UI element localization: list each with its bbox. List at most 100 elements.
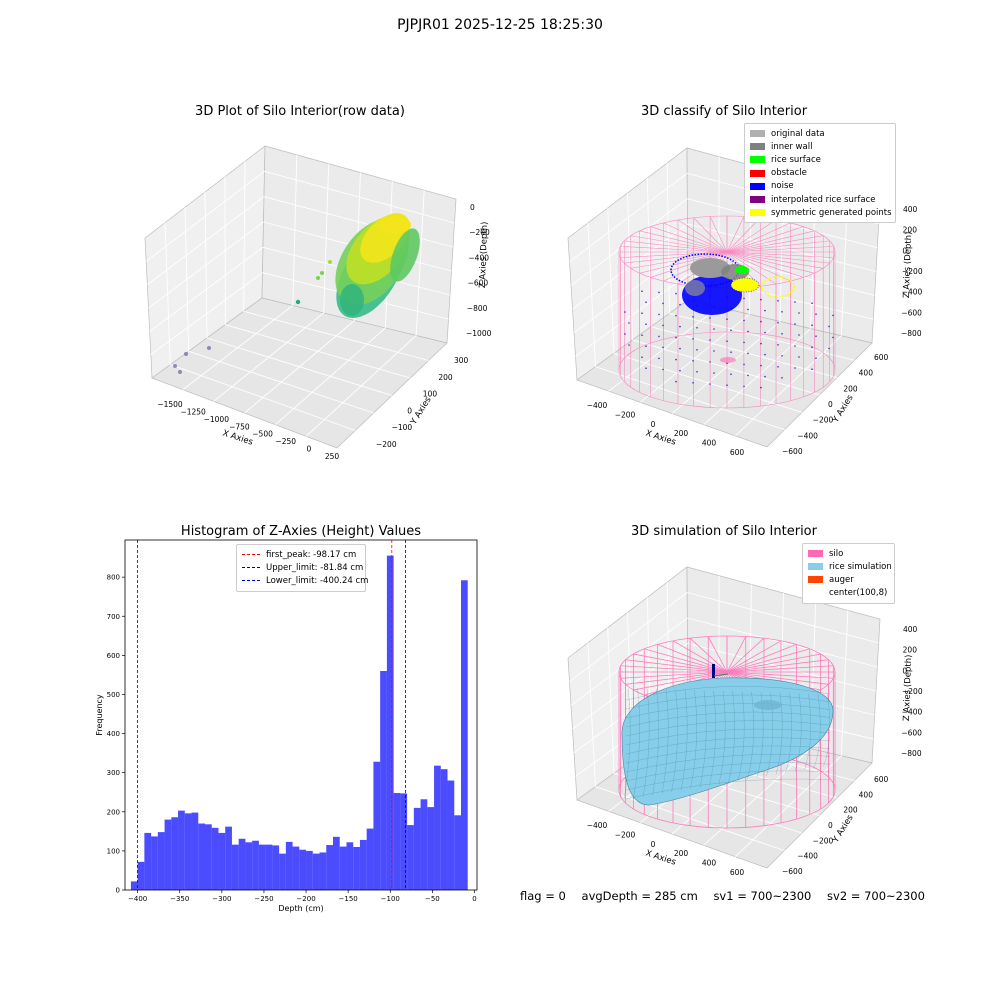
legend-label: rice simulation [829,561,892,572]
legend-item: auger [808,573,889,586]
histogram-x-tick-label: −400 [128,895,147,903]
histogram-bar [413,807,421,890]
panel4-y-tick-label: 200 [843,806,858,815]
legend-item: silo [808,547,889,560]
legend-label: auger [829,574,854,585]
legend-item: original data [750,127,890,140]
panel2-legend: original data inner wall rice surface obsta… [744,123,896,224]
panel2-x-tick-label: 200 [674,429,689,438]
histogram-bar [319,852,327,890]
panel1-z-tick-label: 0 [470,203,475,212]
panel1-x-tick-label: 0 [306,445,311,454]
histogram-bar [312,853,320,890]
legend-label: rice surface [771,154,821,165]
legend-swatch [750,130,765,138]
histogram-bar [359,839,367,890]
panel2-z-tick-label: 200 [903,226,918,235]
histogram-y-tick-label: 400 [107,730,120,738]
panel1-zlabel: Z Axies (Depth) [478,221,490,288]
histogram-bar [420,799,428,890]
histogram-bar [258,844,266,890]
panel4-x-tick-label: 600 [730,868,745,877]
panel1-x-tick-label: 250 [325,452,340,461]
panel1-y-tick-label: 200 [438,373,453,382]
histogram-x-tick-label: 0 [472,895,476,903]
panel4-y-tick-label: 400 [859,790,874,799]
legend-swatch [750,156,765,164]
legend-label: original data [771,128,825,139]
histogram-y-tick-label: 100 [107,847,120,855]
histogram-bar [151,836,158,890]
auger-marker [712,664,715,678]
panel4-y-tick-label: −200 [813,836,834,845]
panel1-y-tick-label: 0 [407,406,412,415]
legend-line-swatch [242,567,260,569]
histogram-bar [245,842,253,890]
panel4-z-tick-label: 200 [903,646,918,655]
histogram-x-tick-label: −250 [254,895,273,903]
legend-item: noise [750,180,890,193]
legend-item: rice simulation [808,560,892,573]
histogram-bar [137,861,145,890]
histogram-bar [333,836,340,890]
panel2-z-tick-label: −200 [902,267,923,276]
legend-label: obstacle [771,168,807,179]
panel2-y-tick-label: 200 [843,384,858,393]
histogram-bar [211,827,219,890]
legend-line-swatch [242,580,260,582]
histogram-bar [292,846,300,890]
histogram-y-tick-label: 300 [107,769,120,777]
panel1-x-tick-label: −1250 [180,407,206,416]
histogram-bar [346,842,354,890]
flag-text: flag = 0 [520,889,566,903]
histogram-y-tick-label: 700 [107,613,120,621]
panel2-y-tick-label: −600 [782,447,803,456]
figure-title: PJPJR01 2025-12-25 18:25:30 [397,17,603,33]
legend-item: first_peak: -98.17 cm [242,548,360,561]
legend-label: noise [771,181,794,192]
panel1-y-tick-label: 300 [454,356,469,365]
legend-label: inner wall [771,141,813,152]
panel4-x-tick-label: 0 [651,840,656,849]
histogram-bar [380,671,387,890]
histogram-bar [157,832,165,890]
histogram-y-tick-label: 600 [107,652,120,660]
panel2-zlabel: Z Axies (Depth) [902,231,914,298]
legend-item: rice surface [750,153,890,166]
histogram-bar [218,832,226,890]
histogram-x-tick-label: −350 [170,895,189,903]
histogram-bar [252,840,259,890]
panel2-z-tick-label: 400 [903,205,918,214]
panel4-rice-surface [621,664,834,806]
histogram-bar [373,761,381,890]
panel2-y-tick-label: 0 [828,400,833,409]
histogram-x-tick-label: −200 [296,895,315,903]
histogram-bar [440,769,448,890]
sv1-text: sv1 = 700~2300 [713,889,812,903]
histogram-bar [198,823,205,890]
legend-swatch [808,563,823,571]
legend-label: interpolated rice surface [771,194,876,205]
histogram-bar [326,845,333,890]
histogram-bar [178,810,185,890]
panel4-y-tick-label: 0 [828,821,833,830]
histogram-ylabel: Frequency [95,694,104,736]
histogram-bar [427,807,435,890]
histogram-bar [130,881,138,890]
panel2-y-tick-label: −400 [797,431,818,440]
panel2-x-tick-label: −200 [615,410,636,419]
panel4-y-tick-label: −400 [797,852,818,861]
panel4-legend: silo rice simulation auger center(100,8) [802,543,895,604]
panel4-z-tick-label: −600 [901,728,922,737]
panel1-x-tick-label: −250 [275,437,296,446]
panel4-z-tick-label: −200 [902,687,923,696]
histogram-x-tick-label: −100 [381,895,400,903]
panel2-y-tick-label: 600 [874,353,889,362]
histogram-bar [184,813,192,890]
panel2-z-tick-label: −600 [901,308,922,317]
panel4-ylabel: Y Axies [830,813,856,846]
histogram-bar [447,780,455,890]
histogram-x-tick-label: −300 [212,895,231,903]
